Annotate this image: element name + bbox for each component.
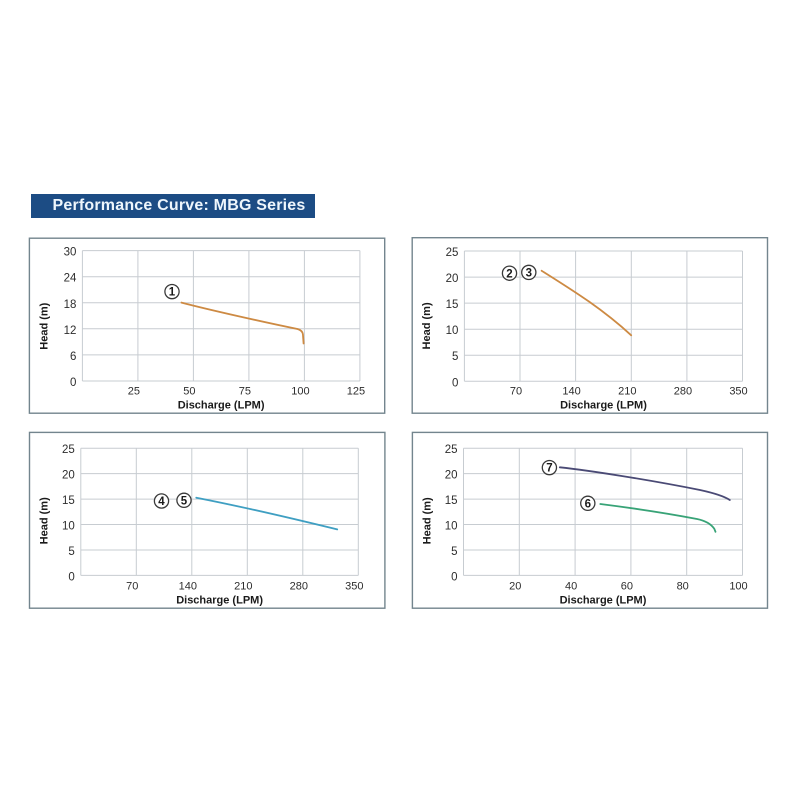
svg-text:60: 60 bbox=[621, 580, 633, 592]
svg-text:Head (m): Head (m) bbox=[421, 497, 433, 544]
svg-text:280: 280 bbox=[290, 580, 308, 592]
svg-text:10: 10 bbox=[445, 521, 458, 533]
svg-text:10: 10 bbox=[62, 521, 75, 533]
svg-text:15: 15 bbox=[446, 299, 459, 311]
svg-text:350: 350 bbox=[345, 580, 363, 592]
svg-text:80: 80 bbox=[677, 580, 689, 592]
svg-text:Discharge (LPM): Discharge (LPM) bbox=[560, 399, 647, 411]
svg-text:75: 75 bbox=[239, 385, 251, 397]
svg-text:30: 30 bbox=[64, 247, 77, 259]
svg-text:5: 5 bbox=[68, 546, 74, 558]
svg-text:20: 20 bbox=[509, 580, 521, 592]
svg-text:25: 25 bbox=[62, 444, 75, 456]
svg-text:3: 3 bbox=[526, 268, 532, 280]
svg-text:0: 0 bbox=[452, 377, 458, 389]
svg-text:15: 15 bbox=[62, 495, 75, 507]
svg-text:2: 2 bbox=[506, 268, 512, 280]
svg-text:10: 10 bbox=[446, 325, 459, 337]
svg-text:0: 0 bbox=[68, 571, 74, 583]
svg-text:25: 25 bbox=[446, 247, 459, 259]
svg-text:5: 5 bbox=[181, 495, 188, 507]
svg-text:6: 6 bbox=[70, 351, 76, 363]
svg-text:0: 0 bbox=[451, 571, 457, 583]
svg-text:70: 70 bbox=[126, 580, 138, 592]
svg-text:Discharge (LPM): Discharge (LPM) bbox=[176, 595, 263, 607]
svg-text:7: 7 bbox=[546, 463, 552, 475]
svg-text:4: 4 bbox=[158, 496, 165, 508]
svg-text:Head (m): Head (m) bbox=[39, 497, 51, 544]
svg-text:20: 20 bbox=[446, 273, 459, 285]
svg-text:Head (m): Head (m) bbox=[421, 302, 433, 349]
svg-text:140: 140 bbox=[562, 385, 580, 397]
svg-text:20: 20 bbox=[445, 470, 458, 482]
svg-text:Head (m): Head (m) bbox=[38, 302, 50, 349]
svg-text:125: 125 bbox=[347, 385, 365, 397]
svg-text:100: 100 bbox=[291, 385, 309, 397]
svg-text:100: 100 bbox=[729, 580, 747, 592]
svg-text:0: 0 bbox=[70, 377, 76, 389]
svg-text:40: 40 bbox=[565, 580, 577, 592]
svg-text:Discharge (LPM): Discharge (LPM) bbox=[178, 399, 265, 411]
svg-text:140: 140 bbox=[179, 580, 197, 592]
svg-text:Discharge (LPM): Discharge (LPM) bbox=[560, 595, 647, 607]
svg-text:1: 1 bbox=[169, 287, 176, 299]
svg-text:350: 350 bbox=[729, 385, 747, 397]
svg-text:280: 280 bbox=[674, 385, 692, 397]
svg-text:210: 210 bbox=[618, 385, 636, 397]
svg-text:24: 24 bbox=[64, 273, 77, 285]
svg-text:18: 18 bbox=[64, 299, 77, 311]
svg-text:50: 50 bbox=[183, 385, 195, 397]
svg-text:20: 20 bbox=[62, 470, 75, 482]
svg-text:12: 12 bbox=[64, 325, 77, 337]
svg-text:25: 25 bbox=[445, 444, 458, 456]
svg-text:6: 6 bbox=[585, 498, 591, 510]
svg-text:70: 70 bbox=[510, 385, 522, 397]
svg-text:5: 5 bbox=[452, 351, 458, 363]
svg-text:15: 15 bbox=[445, 495, 458, 507]
svg-text:25: 25 bbox=[128, 385, 140, 397]
svg-text:210: 210 bbox=[234, 580, 252, 592]
svg-text:5: 5 bbox=[451, 546, 457, 558]
